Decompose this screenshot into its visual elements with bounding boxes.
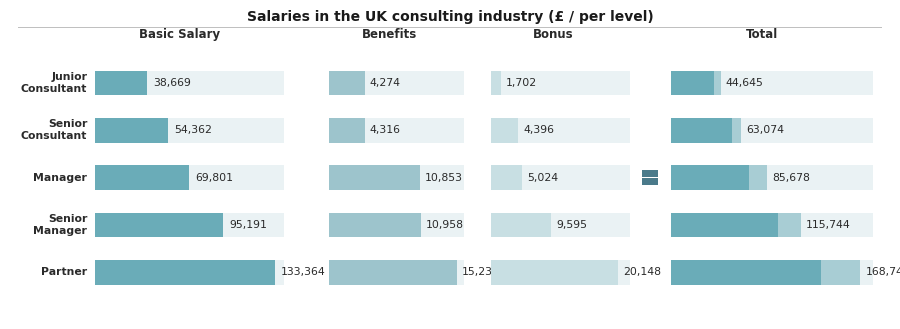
- Bar: [670, 165, 873, 190]
- Bar: [328, 260, 464, 285]
- Text: 133,364: 133,364: [281, 267, 326, 277]
- Text: 63,074: 63,074: [746, 125, 785, 135]
- Bar: [94, 71, 147, 95]
- Bar: [328, 71, 464, 95]
- Bar: [491, 260, 630, 285]
- Bar: [491, 213, 630, 237]
- Bar: [670, 213, 873, 237]
- Bar: [328, 118, 364, 142]
- Bar: [491, 165, 522, 190]
- Text: 69,801: 69,801: [195, 173, 233, 183]
- Bar: [94, 71, 284, 95]
- Bar: [94, 118, 168, 142]
- Bar: [778, 213, 801, 237]
- Text: Benefits: Benefits: [362, 28, 417, 41]
- Bar: [749, 165, 767, 190]
- Text: Total: Total: [745, 28, 778, 41]
- Bar: [670, 71, 873, 95]
- Bar: [328, 165, 420, 190]
- Text: 44,645: 44,645: [725, 78, 764, 88]
- Text: 85,678: 85,678: [772, 173, 810, 183]
- Bar: [328, 71, 364, 95]
- Bar: [94, 118, 284, 142]
- Text: 168,745: 168,745: [866, 267, 900, 277]
- Text: Junior
Consultant: Junior Consultant: [21, 72, 87, 94]
- Bar: [328, 165, 464, 190]
- Bar: [732, 118, 742, 142]
- Text: Senior
Consultant: Senior Consultant: [21, 119, 87, 141]
- Bar: [94, 260, 274, 285]
- Text: Manager: Manager: [33, 173, 87, 183]
- Text: 95,191: 95,191: [230, 220, 267, 230]
- Bar: [670, 260, 873, 285]
- Text: 1,702: 1,702: [506, 78, 537, 88]
- Bar: [821, 260, 860, 285]
- Bar: [670, 118, 732, 142]
- Bar: [491, 165, 630, 190]
- Bar: [94, 260, 284, 285]
- Text: 4,396: 4,396: [523, 125, 554, 135]
- Text: 9,595: 9,595: [556, 220, 587, 230]
- Text: Bonus: Bonus: [533, 28, 573, 41]
- Bar: [94, 213, 284, 237]
- Text: 5,024: 5,024: [527, 173, 558, 183]
- Bar: [491, 118, 518, 142]
- Bar: [328, 118, 464, 142]
- Bar: [670, 165, 749, 190]
- Text: 4,316: 4,316: [370, 125, 400, 135]
- Text: 10,958: 10,958: [426, 220, 464, 230]
- Text: Senior
Manager: Senior Manager: [33, 214, 87, 236]
- Bar: [714, 71, 721, 95]
- Bar: [328, 213, 464, 237]
- Bar: [94, 213, 223, 237]
- Bar: [491, 118, 630, 142]
- Bar: [670, 260, 821, 285]
- Bar: [94, 165, 189, 190]
- Bar: [94, 165, 284, 190]
- Text: 4,274: 4,274: [369, 78, 400, 88]
- Bar: [491, 213, 552, 237]
- Text: 54,362: 54,362: [175, 125, 212, 135]
- Bar: [328, 260, 457, 285]
- Bar: [491, 71, 501, 95]
- Text: Basic Salary: Basic Salary: [139, 28, 220, 41]
- Text: 10,853: 10,853: [425, 173, 463, 183]
- Text: 115,744: 115,744: [806, 220, 850, 230]
- Text: Salaries in the UK consulting industry (£ / per level): Salaries in the UK consulting industry (…: [247, 10, 653, 24]
- Text: Partner: Partner: [41, 267, 87, 277]
- Bar: [670, 213, 778, 237]
- Text: 38,669: 38,669: [153, 78, 191, 88]
- Bar: [491, 260, 618, 285]
- Text: 15,233: 15,233: [462, 267, 500, 277]
- Bar: [670, 118, 873, 142]
- Bar: [328, 213, 421, 237]
- Text: 20,148: 20,148: [623, 267, 662, 277]
- Bar: [670, 71, 714, 95]
- Bar: [491, 71, 630, 95]
